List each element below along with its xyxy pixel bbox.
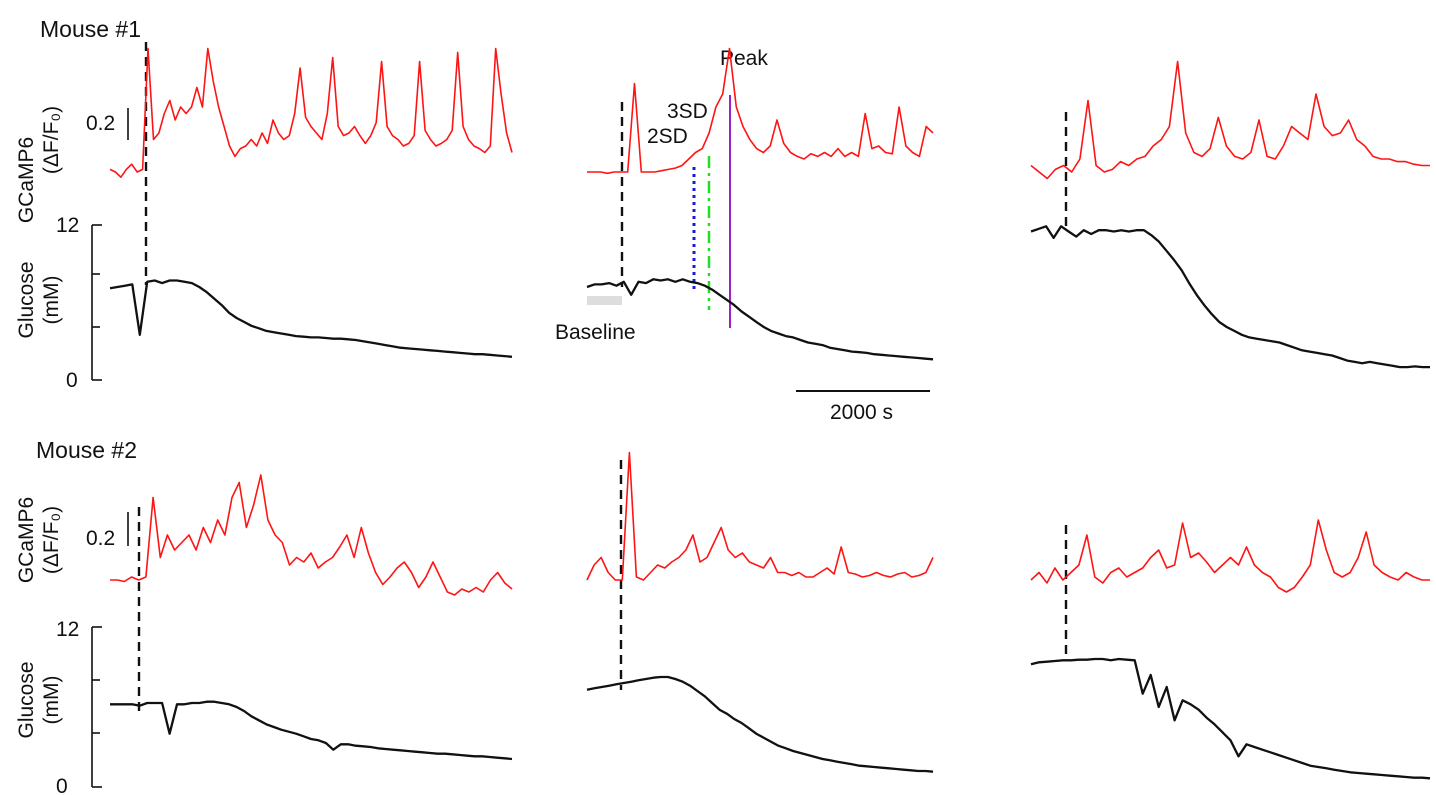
glucose-trace-panel-2 — [586, 278, 934, 361]
gcamp-axis-label-row2-line1: GCaMP6 — [15, 497, 38, 583]
glucose-trace-panel-1 — [109, 279, 513, 358]
time-scale-label: 2000 s — [830, 401, 893, 424]
glucose-trace-panel-4 — [110, 700, 513, 761]
mouse1-title: Mouse #1 — [40, 16, 141, 42]
gcamp-trace-panel-4 — [110, 474, 513, 596]
gcamp-axis-label-row1-line1: GCaMP6 — [15, 137, 38, 223]
glucose-tick-12-row2: 12 — [56, 618, 79, 641]
gcamp-axis-label-row2-line2: (ΔF/F₀) — [40, 506, 63, 574]
mouse2-title: Mouse #2 — [36, 437, 137, 463]
glucose-trace-panel-3 — [1030, 225, 1430, 369]
gcamp-trace-panel-2 — [587, 47, 934, 175]
glucose-axis-label-row1-line2: (mM) — [40, 276, 63, 325]
glucose-axis-label-row1-line1: Glucose — [15, 261, 38, 338]
baseline-bar — [587, 296, 622, 305]
glucose-tick-12-row1: 12 — [56, 214, 79, 237]
baseline-label: Baseline — [555, 321, 636, 344]
gcamp-trace-panel-5 — [586, 451, 934, 581]
gcamp-trace-panel-1 — [109, 47, 513, 178]
gcamp-trace-panel-3 — [1030, 60, 1430, 180]
glucose-trace-panel-6 — [1030, 657, 1431, 780]
glucose-axis-row2 — [91, 626, 102, 788]
traces-layer — [109, 42, 1431, 780]
sd3-label: 3SD — [667, 100, 708, 123]
gcamp-scale-label-row2: 0.2 — [86, 527, 115, 550]
gcamp-trace-panel-6 — [1030, 519, 1430, 593]
glucose-axis-label-row2-line2: (mM) — [40, 676, 63, 725]
gcamp-axis-label-row1-line2: (ΔF/F₀) — [40, 106, 63, 174]
glucose-tick-0-row1: 0 — [66, 369, 78, 392]
glucose-tick-0-row2: 0 — [56, 775, 68, 795]
glucose-trace-panel-5 — [586, 675, 934, 773]
gcamp-scale-label-row1: 0.2 — [86, 112, 115, 135]
sd2-label: 2SD — [647, 125, 688, 148]
glucose-axis-row1 — [91, 224, 102, 381]
glucose-axis-label-row2-line1: Glucose — [15, 661, 38, 738]
